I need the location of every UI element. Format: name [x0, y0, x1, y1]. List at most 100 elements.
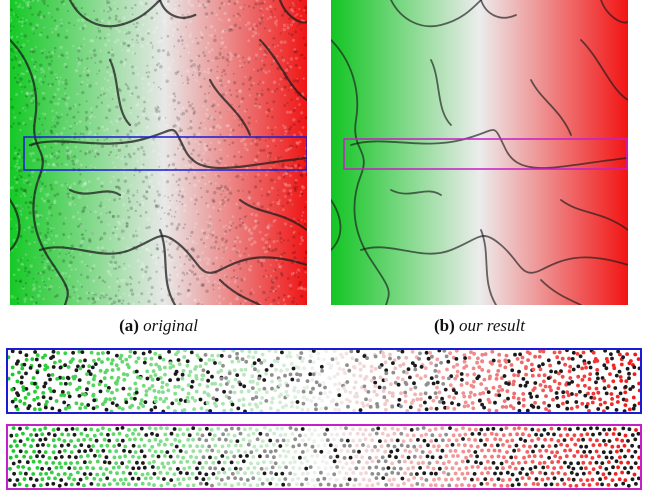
grain-dot [134, 3, 137, 7]
stipple-dot [469, 390, 473, 395]
stipple-dot [353, 380, 358, 385]
grain-dot [219, 203, 222, 205]
stipple-dot [46, 443, 51, 448]
grain-dot [178, 4, 181, 7]
grain-dot [177, 245, 180, 248]
grain-dot [248, 268, 252, 272]
grain-dot [133, 174, 136, 177]
grain-dot [203, 93, 206, 96]
stipple-dot [85, 372, 89, 376]
grain-dot [144, 228, 147, 231]
stipple-dot [509, 363, 514, 367]
stipple-dot [301, 471, 305, 476]
grain-dot [159, 157, 163, 161]
grain-dot [10, 47, 14, 52]
stipple-dot [429, 406, 433, 411]
stipple-dot [67, 405, 72, 410]
grain-dot [150, 173, 154, 177]
stipple-dot [380, 431, 385, 436]
grain-dot [145, 247, 149, 252]
stipple-dot [403, 426, 407, 431]
stipple-dot [612, 366, 617, 371]
stipple-dot [15, 407, 20, 412]
stipple-dot [278, 433, 283, 438]
stipple-dot [347, 477, 352, 482]
grain-dot [228, 51, 232, 56]
grain-dot [268, 29, 272, 33]
grain-dot [190, 112, 193, 115]
stipple-dot [431, 466, 436, 471]
grain-dot [268, 238, 271, 241]
stipple-dot [332, 350, 337, 353]
stipple-dot [536, 405, 541, 410]
grain-dot [85, 275, 90, 279]
grain-dot [191, 240, 196, 244]
stipple-dot [370, 472, 375, 476]
grain-dot [10, 167, 13, 169]
grain-dot [95, 18, 99, 22]
grain-dot [114, 17, 118, 21]
stipple-dot [121, 481, 126, 486]
grain-dot [167, 165, 170, 168]
grain-dot [251, 139, 254, 142]
grain-dot [177, 285, 180, 288]
stipple-dot [348, 467, 352, 471]
grain-dot [263, 53, 267, 56]
stipple-dot [606, 384, 611, 389]
grain-dot [16, 169, 19, 172]
stipple-dot [494, 409, 499, 412]
grain-dot [117, 285, 121, 289]
grain-dot [225, 124, 229, 128]
grain-dot [287, 23, 289, 26]
grain-dot [268, 151, 271, 154]
stipple-dot [67, 466, 72, 470]
stipple-dot [310, 454, 314, 458]
stipple-dot [318, 391, 323, 396]
grain-dot [253, 240, 257, 244]
stipple-dot [521, 392, 526, 396]
grain-dot [140, 262, 145, 266]
grain-dot [149, 67, 152, 70]
grain-dot [152, 17, 156, 21]
grain-dot [251, 303, 253, 305]
stipple-dot [134, 387, 139, 391]
grain-dot [97, 27, 99, 30]
grain-dot [302, 77, 305, 80]
grain-dot [36, 222, 40, 226]
stipple-dot [172, 460, 176, 465]
stipple-dot [598, 397, 602, 402]
grain-dot [67, 195, 70, 199]
stipple-dot [161, 390, 165, 394]
stipple-dot [106, 350, 111, 355]
grain-dot [65, 253, 68, 256]
grain-dot [303, 287, 307, 291]
stipple-dot [588, 449, 592, 454]
grain-dot [277, 284, 281, 288]
grain-dot [286, 25, 290, 30]
stipple-dot [396, 483, 400, 488]
grain-dot [266, 108, 271, 112]
stipple-dot [579, 444, 583, 449]
stipple-dot [162, 465, 166, 469]
stipple-dot [281, 449, 286, 453]
grain-dot [71, 215, 76, 219]
stipple-dot [78, 466, 83, 471]
stipple-dot [243, 409, 247, 412]
grain-dot [63, 62, 68, 67]
stipple-dot [201, 373, 206, 378]
grain-dot [112, 300, 117, 305]
stipple-dot [180, 376, 185, 381]
grain-dot [157, 165, 160, 168]
grain-dot [71, 159, 75, 163]
grain-dot [197, 154, 201, 158]
grain-dot [231, 215, 235, 218]
stipple-dot [265, 432, 269, 437]
grain-dot [113, 260, 118, 265]
grain-dot [127, 197, 130, 200]
grain-dot [229, 224, 233, 228]
grain-dot [262, 14, 265, 17]
stipple-dot [472, 351, 476, 356]
stipple-dot [503, 365, 508, 370]
stipple-dot [300, 482, 304, 487]
stipple-dot [435, 460, 440, 465]
